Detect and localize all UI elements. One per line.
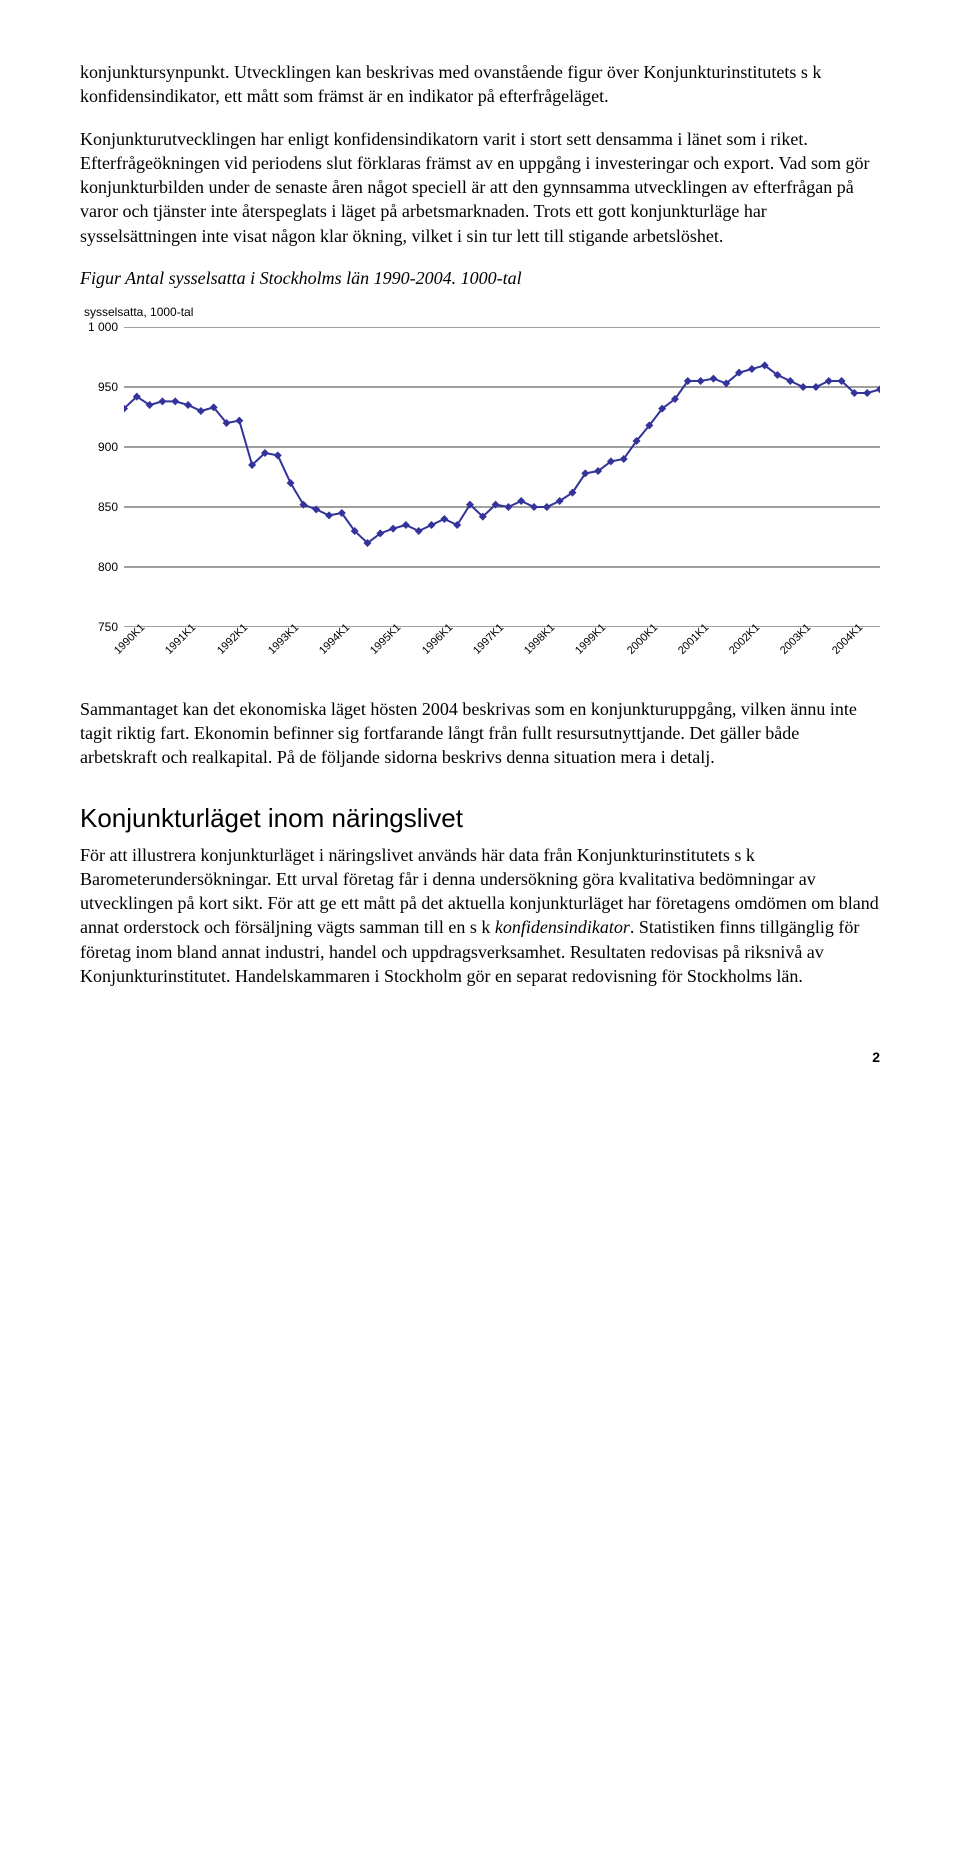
- chart-x-axis: 1990K11991K11992K11993K11994K11995K11996…: [124, 627, 880, 667]
- chart-svg: [124, 327, 880, 627]
- paragraph-4-italic: konfidensindikator: [495, 917, 630, 937]
- chart-y-tick: 750: [98, 618, 118, 634]
- chart-x-tick: 2003K1: [778, 620, 815, 657]
- chart-y-tick: 900: [98, 438, 118, 454]
- chart-x-tick: 1999K1: [573, 620, 610, 657]
- chart-x-tick: 1996K1: [419, 620, 456, 657]
- chart-x-tick: 1994K1: [316, 620, 353, 657]
- chart-area: 7508008509009501 000 1990K11991K11992K11…: [80, 327, 880, 667]
- chart-x-tick: 1995K1: [368, 620, 405, 657]
- chart-y-axis-label: sysselsatta, 1000-tal: [80, 304, 880, 320]
- chart-x-tick: 2002K1: [726, 620, 763, 657]
- paragraph-1: konjunktursynpunkt. Utvecklingen kan bes…: [80, 60, 880, 109]
- employment-chart: sysselsatta, 1000-tal 750 800 850 900 950 1 0…: [80, 304, 880, 666]
- chart-x-tick: 2001K1: [675, 620, 712, 657]
- chart-x-tick: 1997K1: [470, 620, 507, 657]
- chart-y-tick: 800: [98, 558, 118, 574]
- chart-y-tick: 1 000: [88, 318, 118, 334]
- chart-x-tick: 2000K1: [624, 620, 661, 657]
- chart-y-tick: 850: [98, 498, 118, 514]
- chart-x-tick: 1993K1: [265, 620, 302, 657]
- paragraph-4: För att illustrera konjunkturläget i när…: [80, 843, 880, 989]
- chart-x-tick: 1992K1: [214, 620, 251, 657]
- chart-y-axis: 7508008509009501 000: [80, 327, 124, 627]
- chart-x-tick: 1991K1: [163, 620, 200, 657]
- chart-x-tick: 1998K1: [521, 620, 558, 657]
- chart-y-tick: 950: [98, 378, 118, 394]
- paragraph-3: Sammantaget kan det ekonomiska läget hös…: [80, 697, 880, 770]
- paragraph-2: Konjunkturutvecklingen har enligt konfid…: [80, 127, 880, 248]
- figure-title: Figur Antal sysselsatta i Stockholms län…: [80, 266, 880, 290]
- page-number: 2: [80, 1048, 880, 1067]
- chart-plot: [124, 327, 880, 627]
- chart-x-tick: 2004K1: [829, 620, 866, 657]
- section-heading-konjunktur: Konjunkturläget inom näringslivet: [80, 801, 880, 836]
